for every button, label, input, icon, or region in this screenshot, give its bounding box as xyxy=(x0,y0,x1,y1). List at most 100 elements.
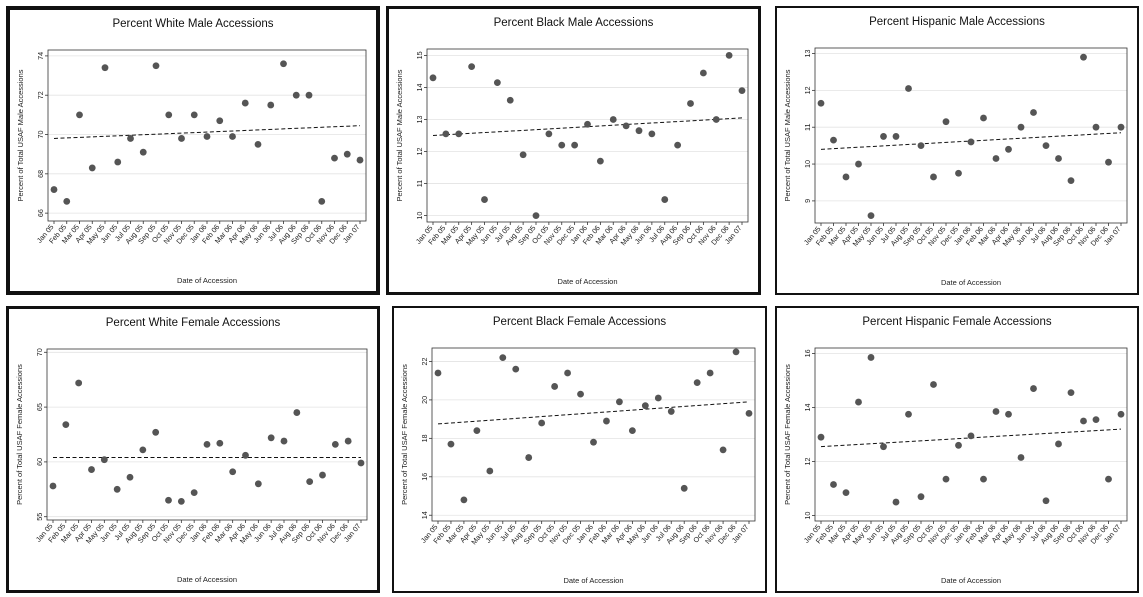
data-point xyxy=(126,473,134,481)
trend-line xyxy=(53,125,361,139)
y-tick-label: 22 xyxy=(420,357,429,365)
data-point xyxy=(455,130,463,138)
data-point xyxy=(229,133,236,140)
data-point xyxy=(855,160,862,168)
data-point xyxy=(917,142,925,150)
data-point xyxy=(1017,123,1025,131)
data-point xyxy=(460,496,468,504)
data-point xyxy=(293,409,301,416)
plot-area xyxy=(814,47,1128,224)
data-point xyxy=(101,64,109,72)
chart-svg: Percent Hispanic Male Accessions 9 10 11 12 1… xyxy=(783,16,1128,287)
y-tick-label: 16 xyxy=(803,349,812,357)
x-axis-label: Date of Accession xyxy=(941,576,1001,585)
data-point xyxy=(506,96,514,104)
data-point xyxy=(229,468,237,476)
data-point xyxy=(596,157,604,165)
data-point xyxy=(967,138,975,146)
data-point xyxy=(152,62,160,70)
plot-area xyxy=(426,48,749,223)
y-tick-label: 11 xyxy=(415,180,424,187)
data-point xyxy=(152,428,160,436)
data-point xyxy=(49,482,57,490)
chart-title: Percent Black Male Accessions xyxy=(494,17,654,29)
data-point xyxy=(1067,389,1075,397)
data-point xyxy=(616,398,623,406)
data-point xyxy=(1080,53,1087,61)
chart-svg: Percent White Male Accessions6668707274J… xyxy=(16,18,367,285)
data-point xyxy=(725,52,733,59)
data-point xyxy=(699,69,707,77)
data-point xyxy=(177,497,185,505)
data-point xyxy=(817,99,825,107)
data-point xyxy=(1030,109,1037,116)
data-point xyxy=(830,481,837,488)
data-point xyxy=(622,122,630,130)
data-point xyxy=(127,135,134,142)
chart-panel-2: Percent Hispanic Male Accessions 9 10 11 12 1… xyxy=(775,6,1139,295)
y-tick-label: 12 xyxy=(415,148,424,156)
y-tick-label: 10 xyxy=(415,212,424,220)
data-point xyxy=(693,379,701,386)
data-point xyxy=(190,111,198,119)
data-point xyxy=(855,398,862,406)
data-point xyxy=(558,141,566,149)
data-point xyxy=(216,439,224,447)
y-axis-label: Percent of Total USAF Female Accessions xyxy=(15,364,24,505)
data-point xyxy=(1005,410,1012,418)
data-point xyxy=(1030,385,1037,392)
data-point xyxy=(1042,142,1050,150)
data-point xyxy=(165,496,172,504)
y-tick-label: 14 xyxy=(415,83,424,91)
data-point xyxy=(100,456,108,464)
data-point xyxy=(955,169,962,177)
data-point xyxy=(473,427,481,435)
y-tick-label: 13 xyxy=(803,50,812,58)
chart-panel-3: Percent White Female Accessions 55 60 65 70 J… xyxy=(6,306,380,593)
y-tick-label: 18 xyxy=(420,434,429,442)
x-axis-label: Date of Accession xyxy=(557,277,617,286)
data-point xyxy=(63,197,71,205)
y-axis-label: Percent of Total USAF Male Accessions xyxy=(395,69,404,201)
data-point xyxy=(519,151,527,159)
data-point xyxy=(267,101,275,109)
data-point xyxy=(1055,155,1062,162)
y-tick-label: 12 xyxy=(803,86,812,94)
trend-line xyxy=(437,401,750,425)
data-point xyxy=(635,127,643,135)
data-point xyxy=(628,427,636,435)
data-point xyxy=(442,130,450,138)
y-tick-label: 55 xyxy=(35,513,44,521)
data-point xyxy=(648,130,656,138)
data-point xyxy=(1092,416,1100,424)
data-point xyxy=(1067,177,1075,185)
data-point xyxy=(732,348,740,356)
data-point xyxy=(1092,123,1100,131)
data-point xyxy=(499,354,507,362)
y-tick-label: 74 xyxy=(36,52,45,60)
chart-panel-0: Percent White Male Accessions 66 68 70 72 74 J… xyxy=(6,6,380,295)
data-point xyxy=(1105,475,1112,483)
data-point xyxy=(178,135,185,142)
data-point xyxy=(680,484,688,492)
y-tick-label: 70 xyxy=(35,348,44,356)
y-tick-label: 14 xyxy=(420,511,429,519)
data-point xyxy=(706,369,714,377)
chart-title: Percent White Female Accessions xyxy=(106,317,281,329)
data-point xyxy=(1017,454,1025,461)
data-point xyxy=(344,437,352,445)
x-axis-label: Date of Accession xyxy=(941,278,1001,287)
data-point xyxy=(545,130,553,138)
data-point xyxy=(992,155,1000,162)
data-point xyxy=(165,111,173,119)
data-point xyxy=(1117,123,1125,131)
data-point xyxy=(280,437,288,445)
data-point xyxy=(190,489,198,496)
data-point xyxy=(486,467,494,475)
data-point xyxy=(942,118,950,126)
data-point xyxy=(434,369,442,377)
data-point xyxy=(942,475,950,483)
data-point xyxy=(1080,417,1087,425)
data-point xyxy=(241,99,249,107)
data-point xyxy=(738,87,746,95)
